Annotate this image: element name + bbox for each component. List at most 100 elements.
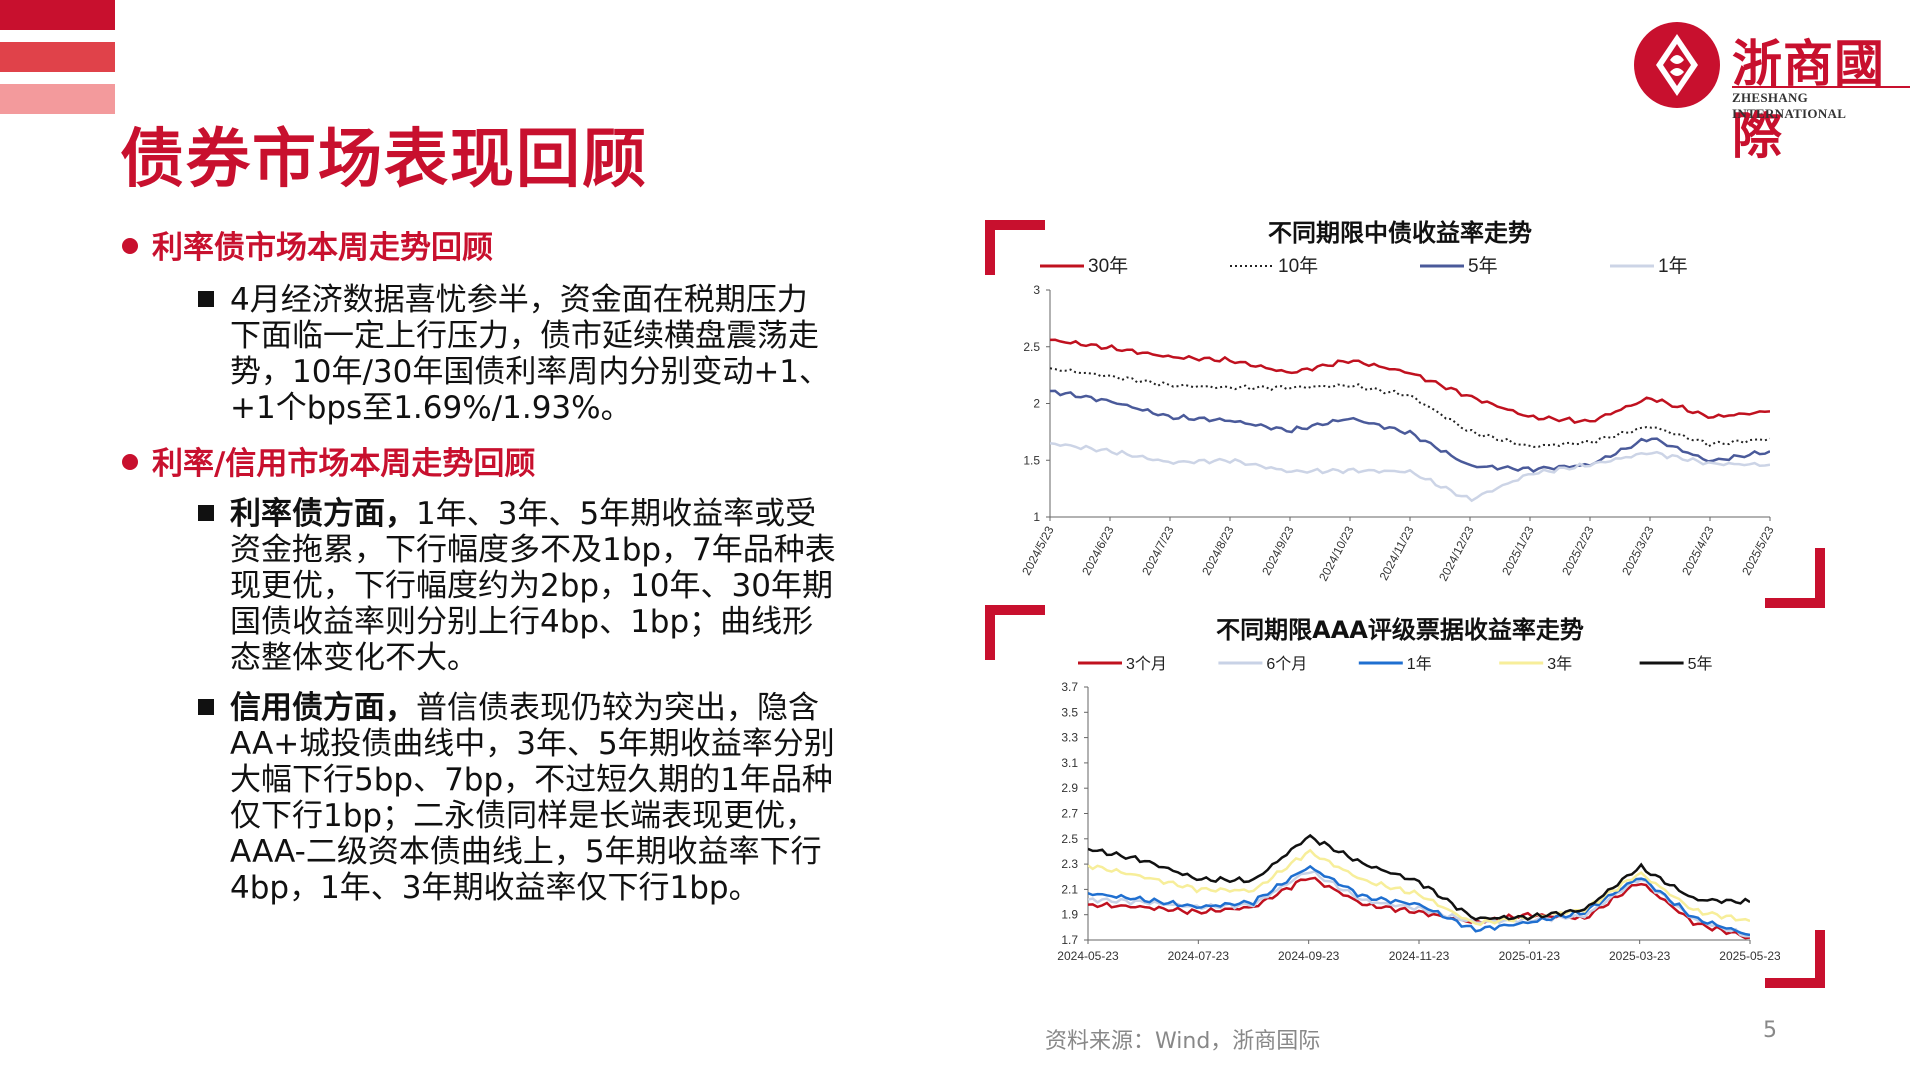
page-title: 债券市场表现回顾 [120,123,648,197]
corner-bracket-bottom-right [1815,548,1825,608]
square-bullet-icon [198,291,214,307]
series-line-5年 [1088,833,1750,921]
legend-label: 5年 [1468,255,1498,277]
paragraph-3-line: 普信债表现仍较为突出，隐含 [416,690,819,726]
y-tick-label: 1.5 [1023,453,1040,467]
x-tick-label: 2024/10/23 [1316,524,1357,584]
corner-bracket-bottom-right [1765,598,1825,608]
y-tick-label: 1 [1033,510,1040,524]
legend-label: 10年 [1278,255,1318,277]
x-tick-label: 2025/4/23 [1679,524,1717,578]
x-tick-label: 2024/8/23 [1199,524,1237,578]
series-line-3个月 [1088,876,1750,940]
x-tick-label: 2025-03-23 [1609,949,1671,963]
x-tick-label: 2025-05-23 [1719,949,1780,963]
paragraph-3-line: 大幅下行5bp、7bp，不过短久期的1年品种 [230,762,833,798]
chart-1-title: 不同期限中债收益率走势 [1268,219,1532,247]
legend-label: 1年 [1407,655,1432,673]
y-tick-label: 2.1 [1061,882,1078,896]
x-tick-label: 2024/9/23 [1259,524,1297,578]
paragraph-3-line: 4bp，1年、3年期收益率仅下行1bp。 [230,870,760,906]
corner-bracket-top-left [985,605,1045,615]
series-line-1年 [1050,441,1770,503]
bullet-dot-icon [122,454,138,470]
y-tick-label: 2.9 [1061,781,1078,795]
paragraph-2-line: 资金拖累，下行幅度多不及1bp，7年品种表 [230,532,836,568]
chart-2-title: 不同期限AAA评级票据收益率走势 [1216,616,1584,644]
paragraph-1-line: 下面临一定上行压力，债市延续横盘震荡走 [230,318,819,354]
corner-bracket-top-left [985,220,995,275]
logo-emblem-icon [1634,22,1720,108]
paragraph-3-line: 仅下行1bp；二永债同样是长端表现更优， [230,798,817,834]
series-line-5年 [1050,389,1770,474]
y-tick-label: 1.9 [1061,908,1078,922]
x-tick-label: 2024/6/23 [1079,524,1117,578]
paragraph-1-line: 4月经济数据喜忧参半，资金面在税期压力 [230,282,808,318]
x-tick-label: 2024-11-23 [1389,949,1450,963]
y-tick-label: 3.7 [1061,680,1078,694]
x-tick-label: 2024/12/23 [1436,524,1477,584]
paragraph-1-line: 势，10年/30年国债利率周内分别变动+1、 [230,354,831,390]
corner-bracket-bottom-right [1815,930,1825,988]
series-line-30年 [1050,338,1770,424]
paragraph-2: 利率债方面，1年、3年、5年期收益率或受 资金拖累，下行幅度多不及1bp，7年品… [230,496,836,676]
paragraph-3-line: AA+城投债曲线中，3年、5年期收益率分别 [230,726,835,762]
paragraph-2-line: 现更优，下行幅度约为2bp，10年、30年期 [230,568,833,604]
logo-rule [1732,86,1910,88]
corner-bracket-top-left [985,605,995,660]
source-note: 资料来源：Wind，浙商国际 [1045,1029,1321,1054]
company-logo: 浙商國際 ZHESHANG INTERNATIONAL [1630,20,1910,165]
chart-2: 1.7 1.9 2.1 2.3 2.5 2.7 2.9 3.1 3.3 3.5 3.7 2024-05… [1057,655,1780,963]
header-stripe-3 [0,84,115,114]
logo-english-name: ZHESHANG INTERNATIONAL [1732,90,1847,121]
paragraph-3-lead: 信用债方面， [230,690,416,726]
x-tick-label: 2024/11/23 [1377,524,1417,583]
y-tick-label: 2.7 [1061,807,1078,821]
paragraph-1: 4月经济数据喜忧参半，资金面在税期压力 下面临一定上行压力，债市延续横盘震荡走 … [230,282,830,426]
chart-1: 1 1.5 2 2.5 3 2024/5/23 2024/6/23 2024/7/23 2024… [1019,255,1777,584]
legend-label: 6个月 [1266,655,1307,673]
paragraph-3-line: AAA-二级资本债曲线上，5年期收益率下行 [230,834,822,870]
y-tick-label: 3 [1033,283,1040,297]
legend-label: 3年 [1547,655,1572,673]
paragraph-3: 信用债方面，普信债表现仍较为突出，隐含 AA+城投债曲线中，3年、5年期收益率分… [230,690,835,906]
paragraph-2-line: 1年、3年、5年期收益率或受 [416,496,817,532]
y-tick-label: 2.3 [1061,857,1078,871]
paragraph-1-line: +1个bps至1.69%/1.93%。 [230,390,632,426]
y-tick-label: 3.3 [1061,731,1078,745]
logo-name: 浙商國際 [1732,34,1885,165]
x-tick-label: 2024/5/23 [1019,524,1057,578]
section-heading-2-text: 利率/信用市场本周走势回顾 [152,446,536,482]
legend-label: 5年 [1688,655,1713,673]
x-tick-label: 2025/1/23 [1499,524,1537,578]
legend-label: 1年 [1658,255,1688,277]
section-heading-1-text: 利率债市场本周走势回顾 [152,230,493,266]
x-tick-label: 2025-01-23 [1499,949,1561,963]
section-heading-2: 利率/信用市场本周走势回顾 [122,438,535,483]
x-tick-label: 2025/5/23 [1739,524,1777,578]
y-tick-label: 1.7 [1061,933,1078,947]
corner-bracket-bottom-right [1765,978,1825,988]
page-number: 5 [1763,1018,1777,1043]
y-tick-label: 2.5 [1023,340,1040,354]
x-tick-label: 2024-05-23 [1057,949,1119,963]
legend-label: 30年 [1088,255,1128,277]
y-tick-label: 3.1 [1061,756,1078,770]
square-bullet-icon [198,699,214,715]
bullet-dot-icon [122,238,138,254]
corner-bracket-top-left [985,220,1045,230]
series-line-1年 [1088,864,1750,937]
x-tick-label: 2024-07-23 [1168,949,1230,963]
legend-label: 3个月 [1126,655,1167,673]
square-bullet-icon [198,505,214,521]
x-tick-label: 2024/7/23 [1139,524,1177,578]
x-tick-label: 2024-09-23 [1278,949,1340,963]
paragraph-2-lead: 利率债方面， [230,496,416,532]
header-stripe-1 [0,0,115,30]
y-tick-label: 2.5 [1061,832,1078,846]
x-tick-label: 2025/3/23 [1619,524,1657,578]
header-stripe-2 [0,42,115,72]
section-heading-1: 利率债市场本周走势回顾 [122,222,493,267]
y-tick-label: 3.5 [1061,705,1078,719]
series-line-10年 [1050,367,1770,448]
